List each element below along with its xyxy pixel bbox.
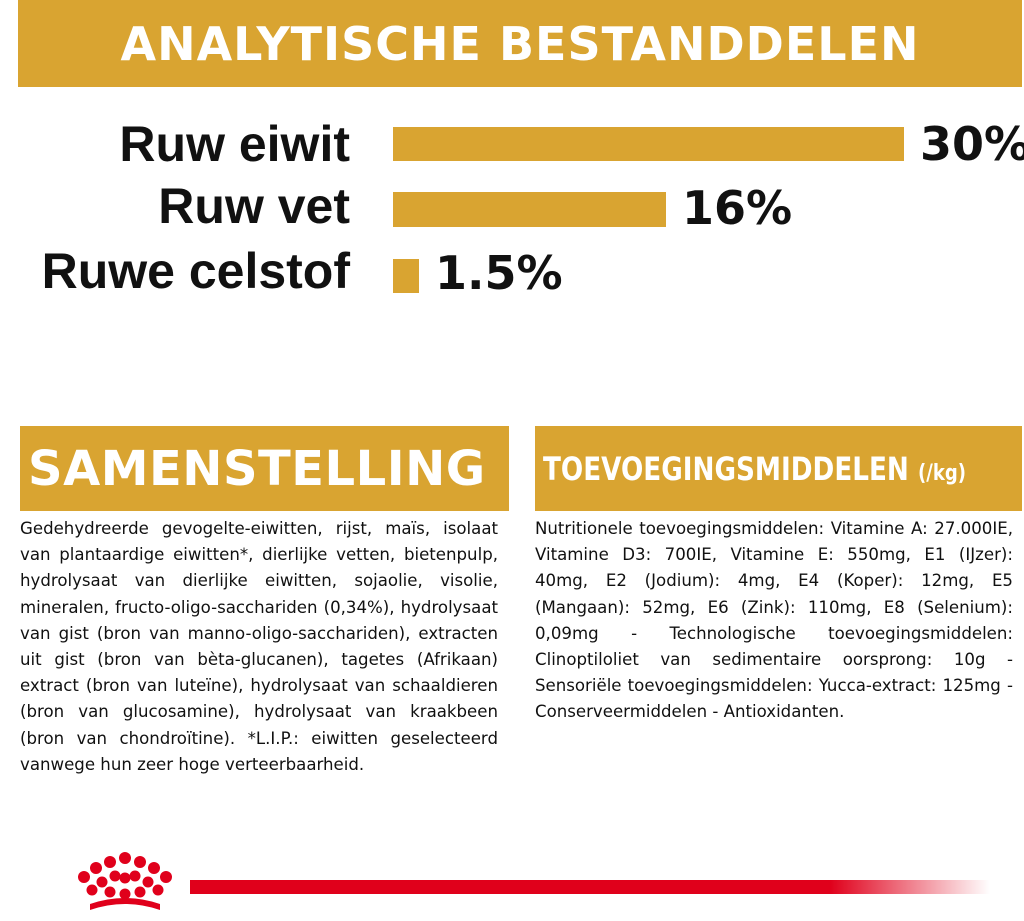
additives-text: Nutritionele toevoegingsmiddelen: Vitami… [535,519,1013,722]
additives-title: TOEVOEGINGSMIDDELEN [543,449,909,488]
composition-text: Gedehydreerde gevogelte-eiwitten, rijst,… [20,519,498,774]
analytics-value-protein: 30% [920,117,1024,171]
analytics-label-fat: Ruw vet [158,178,350,234]
analytics-value-fat: 16% [682,181,793,235]
brand-red-line [190,880,990,894]
analytics-title: ANALYTISCHE BESTANDDELEN [120,16,920,71]
analytics-value-fiber: 1.5% [435,246,563,300]
analytics-label-fiber: Ruwe celstof [41,243,350,299]
additives-unit: (/kg) [918,460,967,486]
additives-title-wrap: TOEVOEGINGSMIDDELEN (/kg) [543,450,966,488]
analytics-bar-fiber [393,259,419,293]
analytics-label-protein: Ruw eiwit [119,116,350,172]
analytics-bar-protein [393,127,904,161]
analytics-bar-fat [393,192,666,227]
analytics-banner: ANALYTISCHE BESTANDDELEN [18,0,1022,87]
composition-banner: SAMENSTELLING [20,426,509,511]
additives-banner: TOEVOEGINGSMIDDELEN (/kg) [535,426,1022,511]
composition-title: SAMENSTELLING [28,440,486,497]
crown-icon [78,852,172,910]
